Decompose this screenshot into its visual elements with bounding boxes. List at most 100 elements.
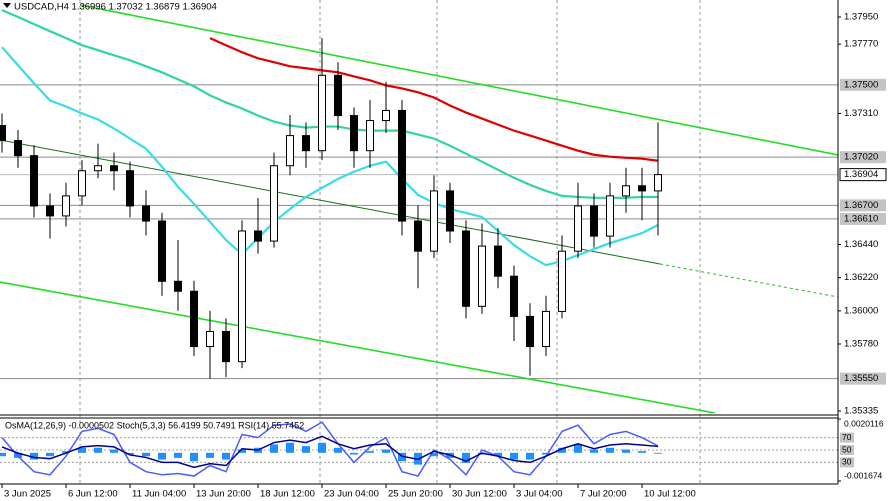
x-tick-label: 13 Jun 20:00 (196, 489, 251, 500)
levels (0, 84, 838, 380)
candle-body (638, 185, 646, 192)
candle-body (30, 155, 38, 207)
level-label: 1.36610 (844, 213, 878, 224)
x-tick-label: 23 Jun 04:00 (324, 489, 379, 500)
osma-bar (270, 444, 278, 453)
y2-tick-label: 70 (842, 432, 852, 442)
candle-body (350, 115, 358, 152)
candle-body (446, 190, 454, 232)
candles (0, 38, 662, 379)
osma-bar (334, 447, 342, 453)
osma-bar (382, 449, 390, 453)
osma-bar (318, 442, 326, 453)
osma-bar (366, 451, 374, 453)
trend-line (0, 139, 661, 265)
indicator-title: OsMA(12,26,9) -0.0000502 Stoch(5,3,3) 56… (5, 420, 304, 430)
collapse-icon (3, 3, 11, 8)
osma-bar (430, 452, 438, 457)
candle-body (126, 170, 134, 207)
osma-bar (462, 452, 470, 463)
candle-body (654, 174, 662, 192)
osma-bar (0, 452, 6, 457)
osma-bar (494, 452, 502, 457)
moving-averages (1, 9, 659, 267)
last-price-label: 1.36904 (844, 169, 878, 180)
osma-bar (78, 447, 86, 453)
level-label: 1.36700 (844, 200, 878, 211)
candle-body (526, 315, 534, 348)
candle-body (558, 250, 566, 312)
axes: 1.37950 1.37770 1.37310 1.36440 1.36220 1.360… (1, 12, 887, 500)
candle-body (318, 74, 326, 152)
x-tick-label: 7 Jul 20:00 (580, 489, 626, 500)
level-label: 1.37020 (844, 152, 878, 163)
candle-body (462, 230, 470, 307)
trend-line (79, 4, 838, 156)
y-tick-label: 1.37310 (844, 108, 878, 119)
osma-bar (398, 452, 406, 462)
candle-body (270, 165, 278, 242)
level-label-box (840, 212, 886, 225)
moving-average (1, 46, 659, 267)
osma-bar (542, 452, 550, 455)
y-tick-label: 1.35335 (844, 406, 878, 417)
osma-bar (558, 447, 566, 453)
candle-body (622, 185, 630, 197)
osma-bar (590, 449, 598, 453)
trend-line (659, 263, 838, 298)
x-tick-label: 10 Jul 12:00 (644, 489, 696, 500)
candle-body (0, 125, 6, 142)
candle-body (158, 220, 166, 282)
indicator-plot (0, 421, 838, 477)
candle-body (142, 205, 150, 222)
candle-body (398, 109, 406, 222)
candle-body (302, 135, 310, 152)
level-label-box (840, 445, 854, 455)
x-tick-label: 18 Jun 12:00 (260, 489, 315, 500)
level-label-box (840, 432, 854, 443)
osma-bar (94, 447, 102, 453)
osma-bar (126, 452, 134, 455)
osma-bar (510, 452, 518, 460)
osma-bar (190, 452, 198, 462)
osma-bar (286, 442, 294, 453)
y-tick-label: 1.37950 (844, 12, 878, 23)
osma-bar (526, 452, 534, 460)
y2-tick-label: 30 (842, 457, 852, 467)
candle-body (238, 230, 246, 363)
osma-bar (158, 452, 166, 460)
candle-body (494, 245, 502, 277)
y-tick-label: 1.36000 (844, 305, 878, 316)
osma-bar (638, 451, 646, 453)
osma-bar (654, 452, 662, 454)
oscillator-line (1, 435, 659, 469)
x-tick-label: 30 Jun 12:00 (452, 489, 507, 500)
y-tick-label: 1.35780 (844, 339, 878, 350)
osma-bar (142, 452, 150, 457)
level-label-box (840, 457, 854, 468)
candle-body (510, 275, 518, 317)
osma-bar (574, 444, 582, 453)
x-tick-label: 3 Jun 2025 (4, 489, 51, 500)
candle-body (478, 245, 486, 307)
candle-body (78, 170, 86, 197)
last-price-box (839, 168, 887, 182)
candle-body (174, 280, 182, 292)
candle-body (542, 310, 550, 348)
osma-bar (110, 449, 118, 453)
osma-bar (302, 446, 310, 453)
y2-tick-label: 50 (842, 444, 852, 454)
candle-body (286, 135, 294, 167)
candle-body (606, 195, 614, 237)
y-tick-label: 1.37770 (844, 39, 878, 50)
trend-lines (0, 4, 838, 413)
osma-bar (62, 451, 70, 453)
level-label: 1.37500 (844, 79, 878, 90)
x-tick-label: 11 Jun 04:00 (132, 489, 186, 500)
candle-body (14, 140, 22, 157)
level-label-box (840, 372, 886, 385)
candle-body (382, 109, 390, 122)
candle-body (190, 290, 198, 348)
trend-line (0, 281, 716, 413)
